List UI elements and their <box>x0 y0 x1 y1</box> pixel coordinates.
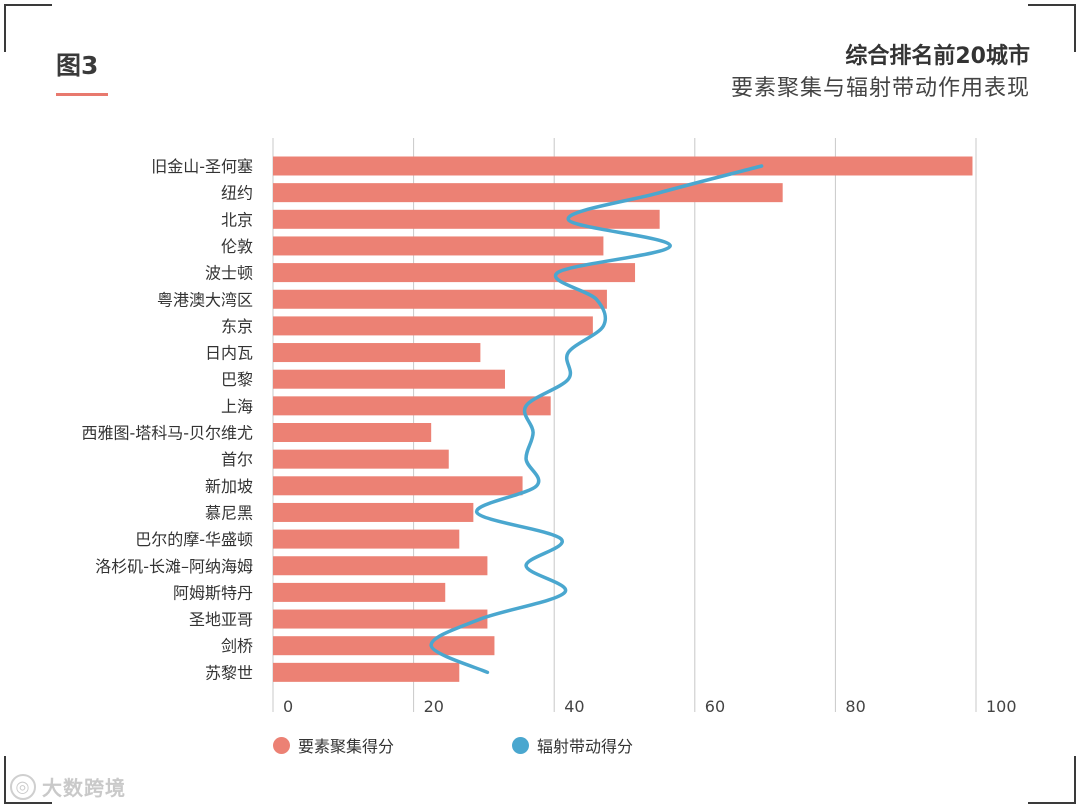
figure-label-underline <box>56 93 108 96</box>
category-label-9: 上海 <box>221 397 253 416</box>
bar-18 <box>273 636 495 656</box>
category-label-15: 洛杉矶-长滩–阿纳海姆 <box>95 557 253 576</box>
category-label-0: 旧金山-圣何塞 <box>151 157 253 176</box>
bar-13 <box>273 502 474 522</box>
category-label-7: 日内瓦 <box>205 344 253 363</box>
frame-corner-bottom-right <box>1028 756 1076 804</box>
category-label-1: 纽约 <box>221 184 253 203</box>
category-label-17: 圣地亚哥 <box>189 610 253 629</box>
bar-19 <box>273 662 460 682</box>
x-tick-label-100: 100 <box>986 697 1017 716</box>
x-tick-label-80: 80 <box>845 697 865 716</box>
bar-7 <box>273 343 481 363</box>
x-tick-label-40: 40 <box>564 697 584 716</box>
category-label-13: 慕尼黑 <box>205 503 253 522</box>
bar-15 <box>273 556 488 576</box>
category-label-12: 新加坡 <box>205 477 253 496</box>
legend-item-line: 辐射带动得分 <box>512 733 633 757</box>
bar-17 <box>273 609 488 629</box>
bar-0 <box>273 156 973 176</box>
bar-5 <box>273 289 607 309</box>
bar-4 <box>273 263 636 283</box>
legend-bar-label: 要素聚集得分 <box>298 737 395 756</box>
bar-2 <box>273 209 660 229</box>
bar-3 <box>273 236 604 256</box>
category-label-14: 巴尔的摩-华盛顿 <box>135 530 253 549</box>
category-label-19: 苏黎世 <box>205 663 253 682</box>
frame-corner-top-right <box>1028 4 1076 52</box>
watermark: ◎ 大数跨境 <box>10 772 126 801</box>
figure-label: 图3 <box>56 51 99 80</box>
x-tick-label-0: 0 <box>283 697 293 716</box>
x-tick-label-60: 60 <box>705 697 725 716</box>
bar-16 <box>273 582 446 602</box>
bar-12 <box>273 476 523 496</box>
category-label-5: 粤港澳大湾区 <box>157 290 253 309</box>
category-label-2: 北京 <box>221 210 253 229</box>
bar-14 <box>273 529 460 549</box>
legend-line-label: 辐射带动得分 <box>537 737 634 756</box>
bar-8 <box>273 369 505 389</box>
category-label-11: 首尔 <box>221 450 253 469</box>
bar-10 <box>273 423 432 442</box>
legend-line-swatch-icon <box>512 736 529 754</box>
category-label-8: 巴黎 <box>221 370 253 389</box>
chart-title-line2: 要素聚集与辐射带动作用表现 <box>730 76 1030 101</box>
series-line-radiation <box>429 164 764 675</box>
x-tick-label-20: 20 <box>424 697 444 716</box>
bar-9 <box>273 396 551 416</box>
category-label-16: 阿姆斯特丹 <box>173 583 253 602</box>
bar-6 <box>273 316 593 336</box>
watermark-text: 大数跨境 <box>42 776 126 800</box>
bar-11 <box>273 449 449 469</box>
frame-corner-top-left <box>4 4 52 52</box>
frame-corner-bottom-left <box>4 756 52 804</box>
category-label-6: 东京 <box>221 317 253 336</box>
legend-bar-swatch-icon <box>273 736 290 754</box>
legend-item-bar: 要素聚集得分 <box>273 733 394 757</box>
watermark-logo-icon: ◎ <box>10 773 36 800</box>
bar-1 <box>273 183 783 203</box>
chart-title: 综合排名前20城市 要素聚集与辐射带动作用表现 <box>731 42 1030 106</box>
category-label-3: 伦敦 <box>221 237 253 256</box>
category-label-4: 波士顿 <box>205 264 253 283</box>
chart-title-line1: 综合排名前20城市 <box>845 44 1030 69</box>
category-label-10: 西雅图-塔科马-贝尔维尤 <box>81 424 253 443</box>
category-label-18: 剑桥 <box>221 637 253 656</box>
